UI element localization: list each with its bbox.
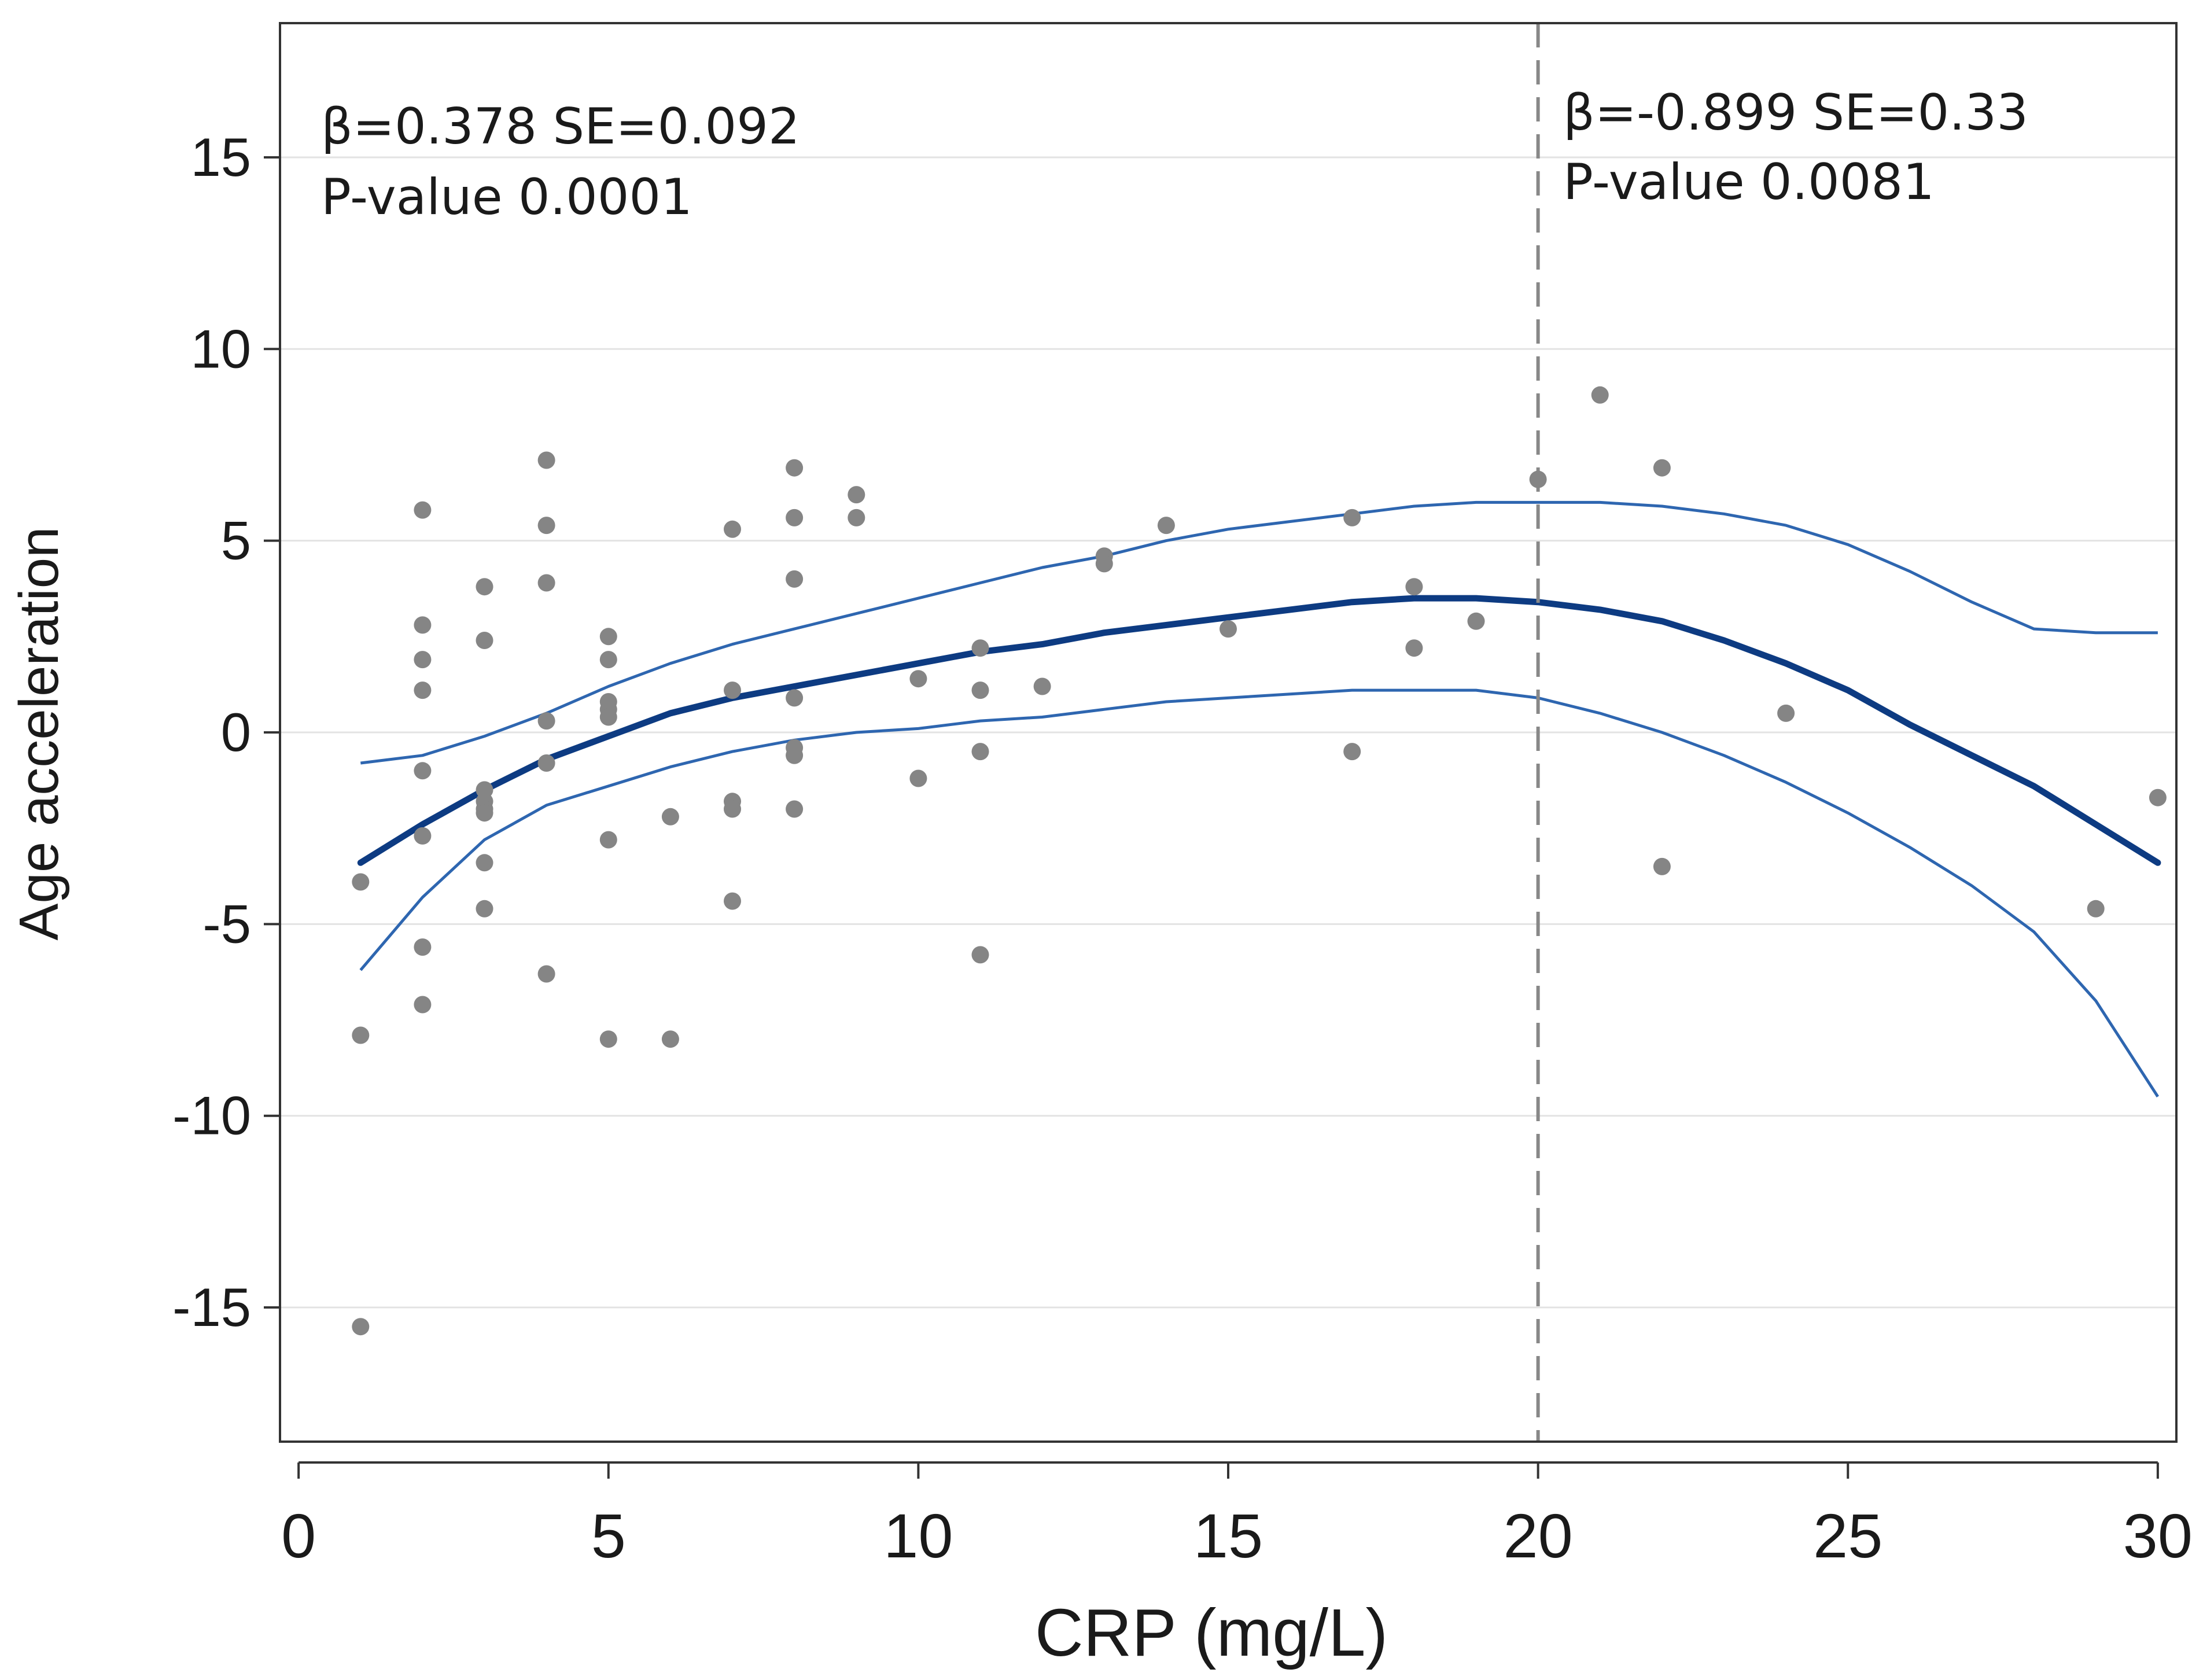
data-point [414,501,432,519]
data-point [661,808,679,826]
lower-ci-line [359,688,2159,1097]
data-point [476,578,493,596]
upper-ci-line [360,500,2158,765]
x-tick-label: 30 [2123,1501,2192,1571]
y-tick-label: 15 [190,127,251,187]
data-point [1653,459,1671,477]
data-point [909,769,927,787]
data-point [724,800,741,818]
data-point [2087,900,2105,918]
y-tick-label: 0 [221,702,251,762]
data-point [476,804,493,822]
y-tick-label: -5 [202,893,251,954]
y-axis-ticks: 15 10 5 0 -5 -10 -15 [172,127,280,1338]
x-tick-label: 0 [281,1501,316,1571]
data-point [537,965,555,983]
x-tick-label: 15 [1193,1501,1263,1571]
data-point [352,1318,370,1336]
fit-line [357,595,2161,866]
data-point [1467,612,1485,630]
right-segment-stats: β=-0.899 SE=0.33 [1563,84,2028,142]
data-point [537,517,555,535]
data-point [1591,386,1609,404]
data-point [537,712,555,730]
data-point [1095,555,1113,573]
data-point [1405,639,1423,657]
data-point [786,509,804,526]
data-points [352,386,2167,1336]
data-point [661,1030,679,1048]
data-point [414,681,432,699]
data-point [599,1030,617,1048]
data-point [1033,677,1051,695]
data-point [1529,470,1547,488]
data-point [724,681,741,699]
data-point [1653,857,1671,875]
data-point [786,570,804,588]
data-point [971,681,989,699]
data-point [786,746,804,764]
data-point [971,743,989,761]
data-point [352,1026,370,1044]
data-point [848,509,865,526]
data-point [414,651,432,669]
data-point [599,831,617,849]
data-point [724,520,741,538]
confidence-bands [359,500,2159,1097]
data-point [414,762,432,780]
data-point [971,946,989,964]
y-tick-label: 5 [221,510,251,571]
x-tick-label: 25 [1813,1501,1882,1571]
data-point [476,854,493,872]
data-point [1343,743,1361,761]
data-point [971,639,989,657]
y-tick-label: -10 [172,1085,251,1146]
data-point [1343,509,1361,526]
data-point [848,486,865,504]
data-point [537,754,555,772]
x-tick-label: 20 [1504,1501,1573,1571]
data-point [352,873,370,891]
gridlines [280,156,2176,1309]
data-point [476,900,493,918]
x-axis-label: CRP (mg/L) [1035,1595,1388,1670]
data-point [414,827,432,845]
data-point [537,574,555,592]
left-segment-pvalue: P-value 0.0001 [321,168,692,226]
data-point [1405,578,1423,596]
data-point [599,628,617,646]
data-point [414,996,432,1014]
fit-curve-layer [357,595,2161,866]
x-tick-label: 10 [883,1501,953,1571]
data-point [909,670,927,688]
data-point [414,938,432,956]
data-point [1777,704,1795,722]
y-tick-label: 10 [190,318,251,379]
x-axis-ticks: 0 5 10 15 20 25 30 [281,1461,2192,1571]
y-tick-label: -15 [172,1277,251,1338]
x-tick-label: 5 [591,1501,626,1571]
right-segment-pvalue: P-value 0.0081 [1563,153,1935,211]
data-point [786,459,804,477]
data-point [724,892,741,910]
data-point [476,632,493,649]
left-segment-stats: β=0.378 SE=0.092 [321,98,800,156]
data-point [786,800,804,818]
y-axis-label: Age acceleration [8,526,70,940]
data-point [599,651,617,669]
data-point [1220,620,1237,638]
data-point [786,689,804,707]
data-point [1157,517,1175,535]
data-point [599,708,617,726]
data-point [414,616,432,634]
data-point [537,451,555,469]
data-point [2149,789,2167,806]
